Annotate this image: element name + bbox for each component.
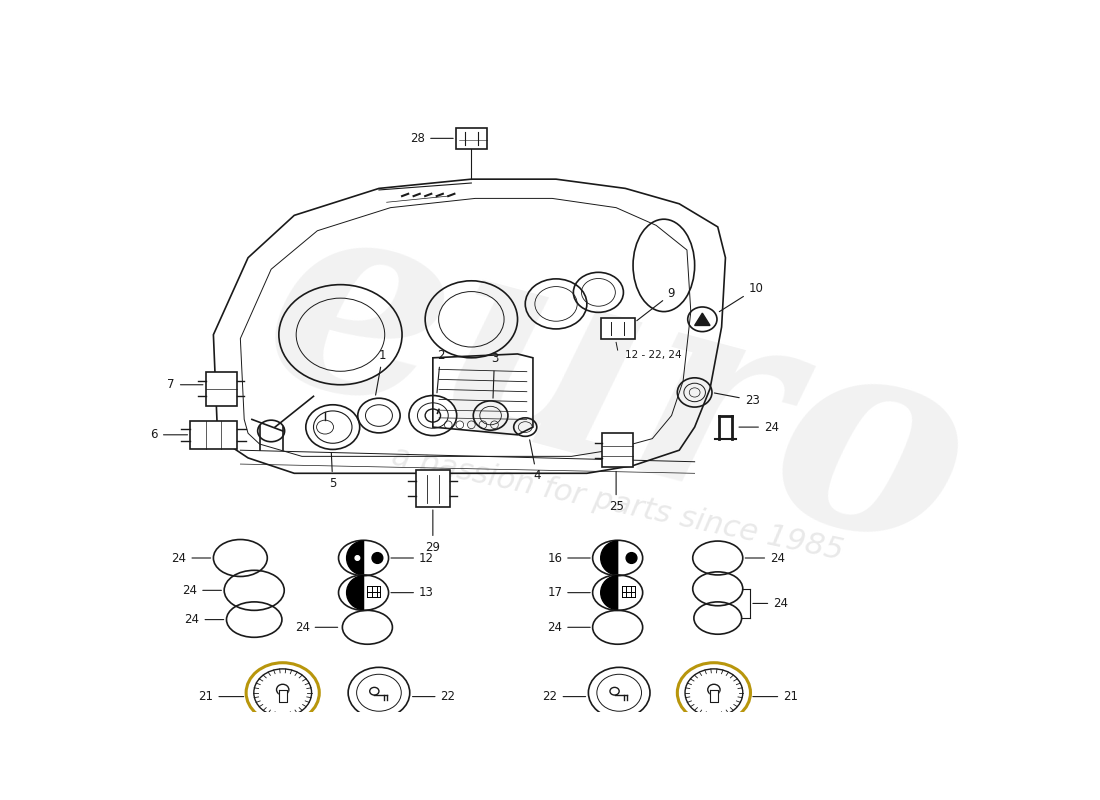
Text: 13: 13 [390,586,433,599]
Text: 23: 23 [714,393,760,406]
Text: 7: 7 [167,378,202,391]
Text: 10: 10 [719,282,763,312]
Ellipse shape [678,662,750,722]
Text: 21: 21 [752,690,799,703]
Text: 24: 24 [547,621,591,634]
Text: 17: 17 [547,586,591,599]
Text: a passion for parts since 1985: a passion for parts since 1985 [389,442,846,566]
Text: 21: 21 [198,690,244,703]
Wedge shape [346,541,363,575]
Text: 4: 4 [529,440,540,482]
Text: 22: 22 [412,690,455,703]
FancyBboxPatch shape [601,318,635,339]
FancyBboxPatch shape [190,421,236,449]
Text: 16: 16 [547,551,591,565]
Text: 5: 5 [329,453,337,490]
Wedge shape [601,541,618,575]
Text: 6: 6 [151,428,187,442]
Text: euro: euro [240,166,996,610]
Text: 25: 25 [608,471,624,514]
FancyBboxPatch shape [455,127,486,149]
FancyBboxPatch shape [206,372,236,406]
Text: 29: 29 [426,510,440,554]
Text: 24: 24 [295,621,338,634]
Text: 28: 28 [410,132,453,145]
FancyBboxPatch shape [603,434,634,467]
Text: 24: 24 [185,613,223,626]
Polygon shape [695,313,711,326]
Polygon shape [279,690,286,702]
Polygon shape [711,690,717,702]
Text: 24: 24 [752,597,789,610]
Text: 2: 2 [437,349,444,393]
Text: 3: 3 [491,353,498,398]
Text: 12 - 22, 24: 12 - 22, 24 [625,350,682,361]
Circle shape [355,556,360,560]
Circle shape [372,553,383,563]
Circle shape [626,553,637,563]
FancyBboxPatch shape [416,470,450,507]
Ellipse shape [246,662,319,722]
Text: 9: 9 [637,287,675,321]
Text: 24: 24 [745,551,785,565]
Text: 1: 1 [375,349,386,395]
Text: 22: 22 [542,690,585,703]
Text: 24: 24 [172,551,210,565]
Wedge shape [601,576,618,610]
Wedge shape [346,576,363,610]
Text: 24: 24 [739,421,779,434]
Text: 24: 24 [183,584,221,597]
Text: 12: 12 [390,551,435,565]
